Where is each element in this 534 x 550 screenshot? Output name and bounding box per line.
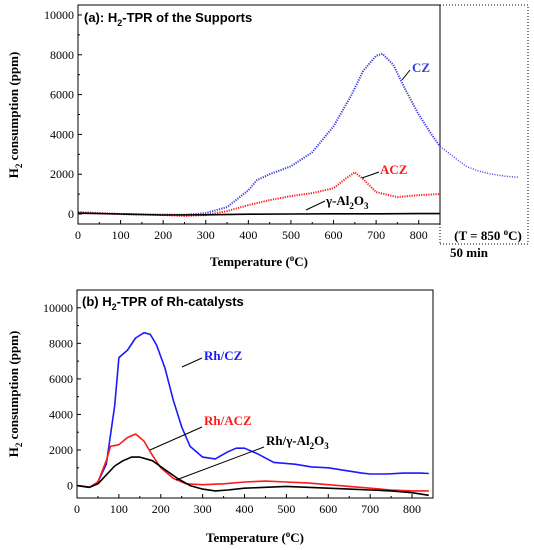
panel-b-x-label: Temperature (oC)	[206, 529, 304, 545]
x-tick-label: 800	[403, 502, 421, 516]
series-label-rh-al2o3: Rh/γ-Al2O3	[266, 433, 329, 451]
panel-a-title: (a): H2-TPR of the Supports	[84, 10, 252, 28]
panel-b: (b) H2-TPR of Rh-catalysts 0 100 200 300 400…	[6, 289, 434, 545]
panel-b-y-label: H2 consumption (ppm)	[6, 331, 24, 458]
x-tick-label: 400	[239, 228, 257, 242]
series-label-acz: ACZ	[380, 162, 408, 177]
panel-b-frame	[76, 289, 434, 499]
arrow-rh-cz	[181, 357, 203, 368]
arrow-rh-acz	[149, 426, 203, 451]
arrow-al2o3	[305, 200, 326, 211]
y-tick-label: 8000	[49, 336, 73, 350]
isothermal-time: 50 min	[450, 245, 489, 260]
isothermal-label: (T = 850 oC)	[454, 227, 522, 243]
y-tick-label: 8000	[50, 48, 74, 62]
x-tick-label: 500	[282, 228, 300, 242]
panel-b-title: (b) H2-TPR of Rh-catalysts	[82, 294, 244, 312]
x-tick-label: 600	[325, 228, 343, 242]
panel-a-x-label: Temperature (oC)	[210, 253, 308, 269]
x-tick-label: 0	[74, 502, 80, 516]
y-tick-label: 0	[68, 207, 74, 221]
y-tick-label: 4000	[50, 127, 74, 141]
y-tick-label: 6000	[50, 88, 74, 102]
series-line	[76, 433, 429, 492]
arrow-cz	[401, 69, 411, 81]
x-tick-label: 500	[277, 502, 295, 516]
x-tick-label: 0	[75, 228, 81, 242]
series-line	[76, 331, 429, 489]
y-tick-label: 6000	[49, 372, 73, 386]
y-tick-label: 10000	[44, 8, 74, 22]
x-tick-label: 800	[410, 228, 428, 242]
y-tick-label: 10000	[43, 301, 73, 315]
arrow-rh-al2o3	[175, 446, 265, 481]
y-tick-label: 4000	[49, 407, 73, 421]
x-tick-label: 100	[110, 502, 128, 516]
series-line	[76, 456, 429, 497]
x-tick-label: 200	[154, 228, 172, 242]
x-tick-label: 200	[152, 502, 170, 516]
series-label-rh-acz: Rh/ACZ	[204, 413, 252, 428]
x-tick-label: 600	[319, 502, 337, 516]
series-label-al2o3: γ-Al2O3	[325, 193, 369, 211]
panel-b-series	[76, 331, 429, 497]
panel-a-y-label: H2 consumption (ppm)	[6, 52, 24, 179]
panel-a-axes: 0 100 200 300 400 500 600 700 800020004000600080…	[44, 8, 428, 242]
series-line	[77, 52, 441, 216]
x-tick-label: 700	[361, 502, 379, 516]
x-tick-label: 300	[197, 228, 215, 242]
x-tick-label: 100	[112, 228, 130, 242]
x-tick-label: 300	[194, 502, 212, 516]
panel-a: (a): H2-TPR of the Supports 0 100 200 300 40…	[6, 4, 529, 269]
series-label-cz: CZ	[412, 60, 430, 75]
y-tick-label: 2000	[49, 443, 73, 457]
x-tick-label: 700	[367, 228, 385, 242]
panel-a-isothermal-box	[440, 4, 529, 245]
series-label-rh-cz: Rh/CZ	[204, 348, 243, 363]
series-isothermal-tail	[439, 145, 519, 178]
y-tick-label: 0	[67, 479, 73, 493]
y-tick-label: 2000	[50, 167, 74, 181]
arrow-acz	[361, 171, 380, 179]
panel-b-axes: 0 100 200 300 400 500 600 700 800020004000600080…	[43, 289, 421, 516]
x-tick-label: 400	[236, 502, 254, 516]
panel-a-series	[77, 52, 519, 217]
panel-a-frame	[77, 4, 441, 225]
series-line	[77, 171, 441, 217]
series-line	[77, 212, 440, 216]
